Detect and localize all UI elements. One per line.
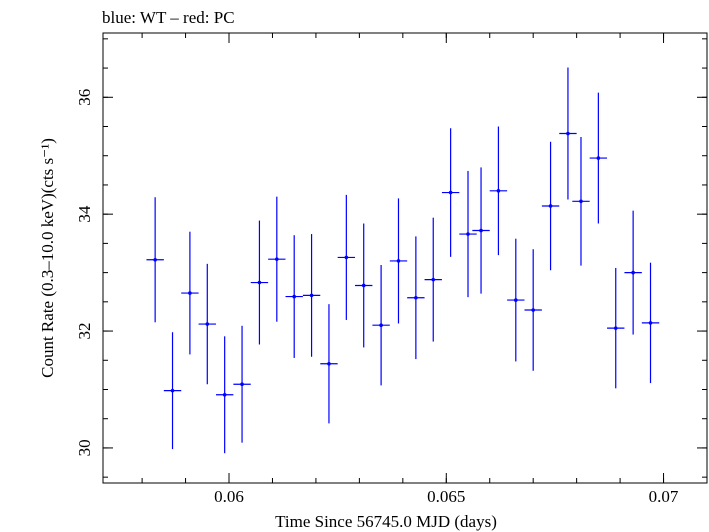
point-marker [648, 321, 653, 325]
point-marker [548, 204, 553, 208]
data-point [572, 137, 590, 266]
data-point [268, 196, 286, 322]
point-marker [327, 361, 331, 366]
data-point [372, 265, 390, 386]
data-point [389, 198, 408, 324]
data-point [302, 234, 321, 357]
data-point [355, 223, 373, 348]
data-point [472, 167, 490, 294]
y-tick-label: 30 [75, 439, 94, 456]
point-marker [531, 308, 535, 312]
data-point [424, 217, 442, 342]
point-marker [379, 323, 383, 328]
point-marker [222, 392, 227, 397]
point-marker [579, 199, 583, 204]
point-marker [631, 270, 635, 275]
data-point [320, 304, 338, 424]
point-marker [153, 257, 157, 262]
point-marker [240, 382, 244, 387]
x-tick-label: 0.07 [649, 487, 679, 506]
data-point [181, 231, 199, 355]
chart-title: blue: WT – red: PC [102, 8, 235, 27]
data-point [250, 220, 269, 345]
data-point [459, 170, 477, 298]
x-axis-label: Time Since 56745.0 MJD (days) [275, 512, 497, 531]
x-tick-label: 0.06 [214, 487, 244, 506]
data-point [407, 236, 425, 360]
point-marker [514, 298, 518, 302]
data-point [163, 332, 182, 450]
data-point [489, 126, 508, 256]
x-tick-label: 0.065 [427, 487, 465, 506]
y-axis-label: Count Rate (0.3–10.0 keV)(cts s⁻¹) [38, 138, 57, 378]
data-point [624, 210, 642, 335]
point-marker [496, 188, 501, 193]
point-marker [309, 293, 314, 298]
data-points [146, 67, 660, 454]
y-tick-label: 32 [75, 323, 94, 340]
point-marker [448, 190, 453, 195]
point-marker [566, 131, 570, 136]
point-marker [596, 156, 601, 160]
point-marker [414, 295, 418, 300]
data-point [507, 238, 525, 362]
data-point [146, 197, 164, 323]
point-marker [275, 257, 279, 261]
point-marker [292, 294, 296, 299]
data-point [607, 267, 625, 389]
data-point [441, 128, 460, 257]
y-tick-label: 34 [75, 205, 94, 223]
axis-ticks [103, 33, 707, 483]
plot-frame [102, 32, 708, 484]
point-marker [205, 322, 210, 326]
data-point [233, 325, 251, 443]
data-point [215, 336, 234, 454]
point-marker [479, 228, 483, 233]
data-point [524, 249, 542, 371]
point-marker [188, 291, 192, 295]
data-point [337, 194, 356, 320]
data-point [285, 235, 303, 358]
data-point [589, 92, 608, 224]
data-point [559, 67, 577, 200]
point-marker [361, 283, 366, 288]
point-marker [257, 280, 262, 285]
axis-tick-labels: 0.06 0.065 0.07 30 32 34 36 [75, 89, 679, 506]
data-point [198, 263, 216, 385]
point-marker [344, 255, 349, 260]
point-marker [396, 259, 401, 263]
point-marker [431, 277, 436, 282]
data-point [641, 262, 660, 384]
point-marker [613, 326, 618, 330]
point-marker [170, 388, 175, 393]
y-tick-label: 36 [75, 89, 94, 106]
data-point [541, 141, 560, 271]
point-marker [466, 232, 470, 236]
